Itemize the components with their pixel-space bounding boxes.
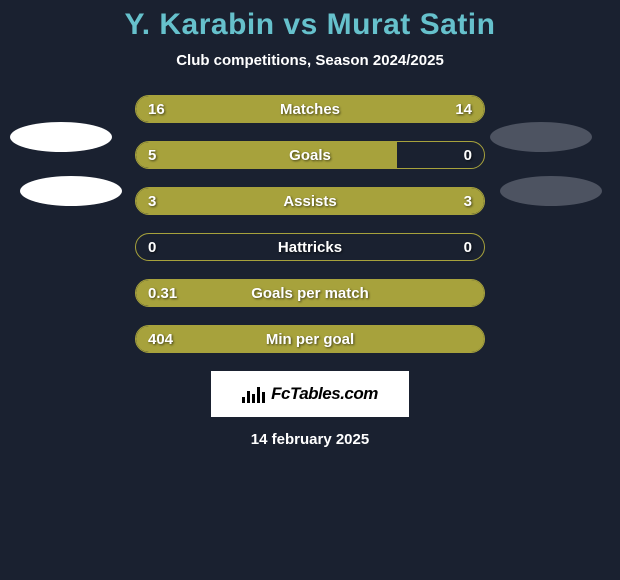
- stat-value-right: 0: [464, 234, 472, 260]
- stat-row: 0.31Goals per match: [135, 279, 485, 307]
- brand-logo-icon: [242, 385, 265, 403]
- stat-row: 5Goals0: [135, 141, 485, 169]
- stat-bar-left: [136, 96, 320, 122]
- stat-value-left: 0: [148, 234, 156, 260]
- player-right-ellipse-1: [490, 122, 592, 152]
- brand-badge[interactable]: FcTables.com: [211, 371, 409, 417]
- brand-text: FcTables.com: [271, 384, 378, 404]
- stat-row: 16Matches14: [135, 95, 485, 123]
- stat-label: Hattricks: [136, 234, 484, 260]
- stat-bar-left: [136, 188, 310, 214]
- player-left-ellipse-1: [10, 122, 112, 152]
- stat-value-right: 0: [464, 142, 472, 168]
- stat-bar-right: [310, 188, 484, 214]
- stat-row: 0Hattricks0: [135, 233, 485, 261]
- stat-bar-left: [136, 280, 484, 306]
- stat-row: 404Min per goal: [135, 325, 485, 353]
- stat-row: 3Assists3: [135, 187, 485, 215]
- player-right-ellipse-2: [500, 176, 602, 206]
- page-title: Y. Karabin vs Murat Satin: [125, 8, 496, 42]
- subtitle: Club competitions, Season 2024/2025: [176, 52, 444, 69]
- stat-bar-right: [320, 96, 484, 122]
- stat-bar-left: [136, 326, 484, 352]
- player-left-ellipse-2: [20, 176, 122, 206]
- comparison-card: Y. Karabin vs Murat Satin Club competiti…: [0, 0, 620, 580]
- stat-bar-left: [136, 142, 397, 168]
- footer-date: 14 february 2025: [251, 431, 369, 448]
